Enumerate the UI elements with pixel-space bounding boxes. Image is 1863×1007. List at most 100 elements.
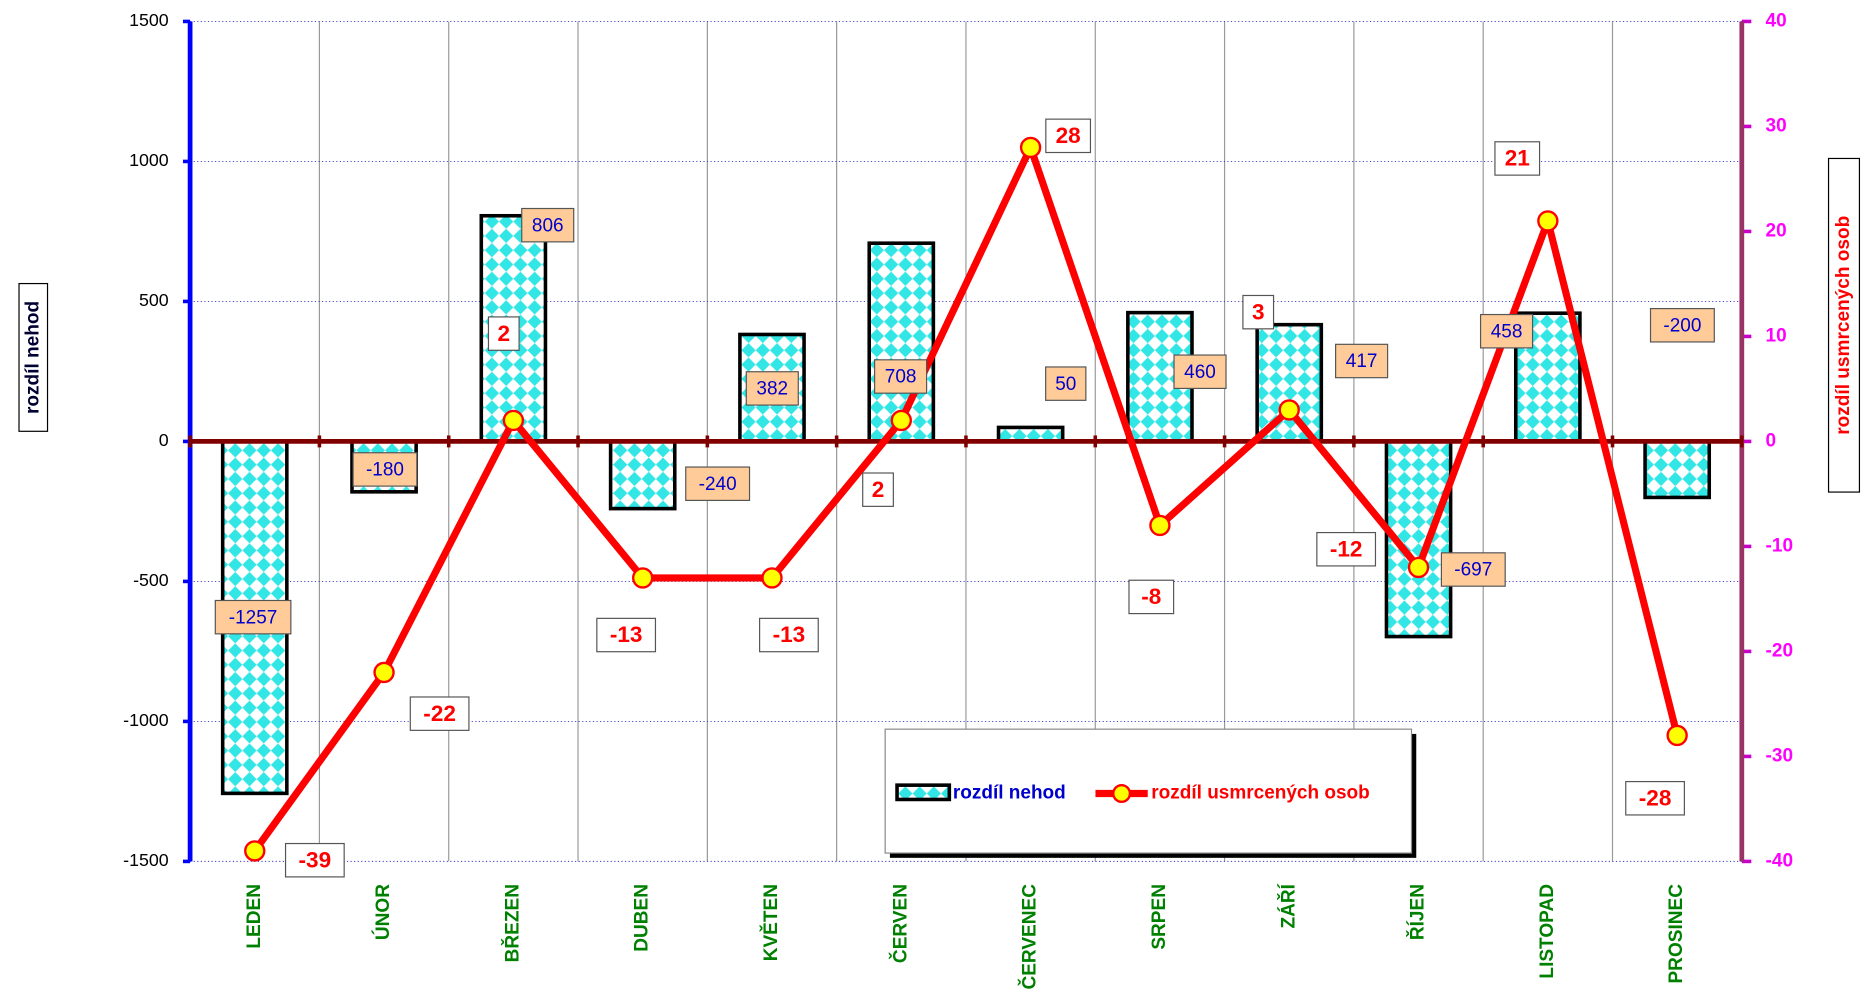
bar-value-label-box — [685, 466, 751, 502]
bar-value-label: 460 — [1184, 362, 1216, 383]
line-value-label: -8 — [1141, 584, 1161, 609]
bar-value-label-group: -240 — [685, 466, 751, 502]
line-value-label-group: -22 — [409, 696, 470, 731]
bar-value-label: 382 — [756, 379, 788, 400]
line-value-label: -13 — [610, 622, 643, 647]
x-tick-label: KVĚTEN — [760, 884, 782, 961]
bar-value-label: 417 — [1346, 351, 1378, 372]
legend-box — [884, 728, 1413, 854]
y-tick-label: 1500 — [129, 10, 169, 30]
bar-value-label-group: -697 — [1440, 552, 1506, 587]
bar-value-label: -1257 — [229, 607, 278, 628]
y2-axis-title: rozdíl usmrcených osob — [1833, 216, 1854, 435]
line-value-label-box — [487, 316, 520, 351]
bar-value-label: 708 — [885, 367, 917, 388]
bar — [608, 439, 677, 511]
bar-value-label-group: 708 — [874, 359, 928, 394]
bar-value-label-box — [1173, 354, 1227, 390]
line-value-label-group: -12 — [1316, 531, 1377, 567]
y2-tick-label: -30 — [1766, 745, 1793, 766]
y-tick-label: -1500 — [123, 850, 169, 870]
line-value-label-group: -13 — [596, 617, 657, 653]
legend-label: rozdíl usmrcených osob — [1151, 783, 1369, 804]
x-tick-label: LISTOPAD — [1537, 884, 1558, 979]
y2-tick-label: 0 — [1766, 430, 1777, 451]
line-point — [244, 840, 266, 862]
line-value-label: -39 — [299, 847, 332, 872]
x-tick-label: PROSINEC — [1666, 884, 1687, 984]
line-point — [761, 567, 783, 589]
line-value-label: -12 — [1330, 536, 1363, 561]
line-point — [1407, 556, 1430, 579]
y2-tick-label: 20 — [1766, 220, 1787, 241]
bar-value-label-group: -200 — [1649, 307, 1715, 343]
bar-value-label-box — [1045, 366, 1087, 401]
y2-tick-label: 10 — [1766, 325, 1787, 346]
x-tick-label: SRPEN — [1149, 884, 1170, 950]
bar — [1255, 322, 1324, 444]
line-value-label-group: -13 — [759, 617, 819, 653]
bar-value-label-box — [1440, 552, 1506, 587]
y-axis-title-box — [18, 282, 49, 432]
line-point — [1019, 136, 1042, 159]
y2-tick-label: 40 — [1766, 10, 1787, 31]
line-point — [1149, 514, 1171, 537]
line-value-label-box — [1494, 141, 1541, 176]
y-axis-title: rozdíl nehod — [22, 301, 43, 414]
line-point — [890, 409, 912, 432]
x-tick-label: BŘEZEN — [501, 884, 523, 962]
bar-value-label: -200 — [1663, 315, 1701, 336]
bar-value-label: 806 — [532, 215, 564, 236]
y-tick-label: 1000 — [129, 150, 169, 170]
bar-value-label-box — [1335, 343, 1389, 379]
line-value-label-box — [1128, 579, 1175, 615]
bar-value-label: 458 — [1491, 321, 1523, 342]
x-tick-label: ZÁŘÍ — [1277, 883, 1299, 928]
y-tick-label: 500 — [139, 290, 169, 310]
line-value-label: -28 — [1639, 785, 1672, 810]
bar-value-label: -240 — [699, 474, 737, 495]
bar-value-label-group: 460 — [1173, 354, 1227, 390]
line-series — [251, 143, 1681, 854]
line-value-label-box — [596, 617, 657, 653]
x-tick-label: LEDEN — [244, 884, 265, 949]
y-tick-label: -500 — [133, 570, 169, 590]
line-value-label-group: 3 — [1242, 294, 1275, 330]
line-value-label-box — [409, 696, 470, 731]
line-value-label-group: 28 — [1045, 118, 1092, 154]
x-tick-label: ČERVENEC — [1019, 884, 1041, 990]
bar-value-label-group: 50 — [1045, 366, 1087, 401]
line-value-label-group: -8 — [1128, 579, 1175, 615]
legend: rozdíl nehod rozdíl usmrcených osob — [884, 728, 1417, 858]
line-value-label-box — [759, 617, 819, 653]
bar-value-label-group: 417 — [1335, 343, 1389, 379]
line-value-label: 2 — [497, 321, 510, 346]
y2-axis-title-box — [1827, 157, 1861, 493]
line-value-label-box — [1316, 531, 1377, 567]
y-tick-label: -1000 — [123, 710, 169, 730]
line-value-label-group: 2 — [862, 472, 894, 507]
x-tick-label: ČERVEN — [889, 884, 911, 963]
line-value-label: 28 — [1056, 123, 1081, 148]
line-point — [502, 409, 525, 432]
line-point — [631, 567, 654, 589]
line-value-label: -13 — [773, 622, 806, 647]
line-value-label-group: 2 — [487, 316, 520, 351]
bar-value-label-group: -1257 — [214, 599, 292, 635]
line-value-label-group: -28 — [1625, 780, 1685, 816]
line-value-label-group: 21 — [1494, 141, 1541, 176]
y2-axis-title-group: rozdíl usmrcených osob — [1827, 157, 1861, 493]
bar-value-label: -180 — [366, 460, 404, 481]
line-value-label-box — [284, 842, 345, 878]
y-tick-label: 0 — [159, 430, 169, 450]
y2-tick-label: 30 — [1766, 115, 1787, 136]
y2-tick-label: -40 — [1766, 850, 1793, 871]
bar-value-label: -697 — [1454, 560, 1492, 581]
line-point — [373, 661, 395, 684]
line-value-label: 3 — [1252, 299, 1265, 324]
x-tick-label: DUBEN — [632, 884, 653, 952]
line-value-label-box — [1242, 294, 1275, 330]
bar-value-label-box — [521, 207, 575, 243]
